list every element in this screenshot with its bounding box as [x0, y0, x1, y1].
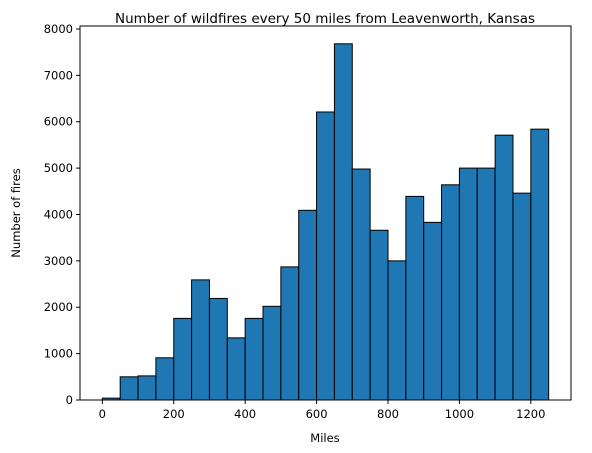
y-axis-label: Number of fires: [9, 168, 23, 257]
bar-1050: [476, 167, 496, 401]
bar-250: [191, 279, 210, 401]
bar-150: [155, 357, 175, 401]
bar-850: [405, 195, 425, 401]
y-tick-label: 6000: [44, 115, 73, 129]
bar-900: [423, 221, 443, 401]
bar-700: [351, 168, 371, 401]
x-tick-label: 0: [99, 407, 106, 421]
bar-600: [316, 111, 335, 401]
x-tick-label: 400: [234, 407, 256, 421]
bar-550: [298, 209, 318, 401]
bar-750: [369, 229, 389, 401]
bar-50: [119, 376, 139, 401]
x-tick-label: 200: [163, 407, 185, 421]
y-axis-ticks: 0 1000 2000 3000 4000 5000 6000 7000 8000: [44, 22, 80, 407]
bar-1000: [458, 167, 478, 401]
bars-group: [101, 43, 550, 401]
x-tick-label: 1200: [516, 407, 545, 421]
bar-800: [387, 260, 407, 401]
y-tick-label: 2000: [44, 300, 73, 314]
bar-400: [244, 317, 264, 401]
x-axis-label: Miles: [310, 431, 339, 445]
y-tick-label: 4000: [44, 207, 73, 221]
bar-300: [208, 297, 228, 401]
bar-1100: [494, 134, 514, 401]
chart-title: Number of wildfires every 50 miles from …: [115, 11, 535, 27]
x-tick-label: 600: [306, 407, 328, 421]
bar-200: [173, 317, 193, 401]
y-tick-label: 8000: [44, 22, 73, 36]
bar-1200: [530, 128, 550, 401]
plot-frame: [79, 25, 572, 401]
y-tick-label: 5000: [44, 161, 73, 175]
x-axis-ticks: 0 200 400 600 800 1000 1200: [99, 400, 545, 421]
bar-350: [226, 337, 246, 401]
x-tick-label: 1000: [445, 407, 474, 421]
y-tick-label: 1000: [44, 347, 73, 361]
y-tick-label: 0: [66, 393, 73, 407]
x-tick-label: 800: [377, 407, 399, 421]
bar-1150: [512, 192, 532, 401]
y-tick-label: 3000: [44, 254, 73, 268]
bar-100: [137, 375, 157, 401]
bar-950: [441, 184, 460, 401]
y-tick-label: 7000: [44, 68, 73, 82]
bar-450: [262, 305, 282, 401]
bar-500: [280, 266, 300, 401]
bar-650: [333, 43, 353, 401]
